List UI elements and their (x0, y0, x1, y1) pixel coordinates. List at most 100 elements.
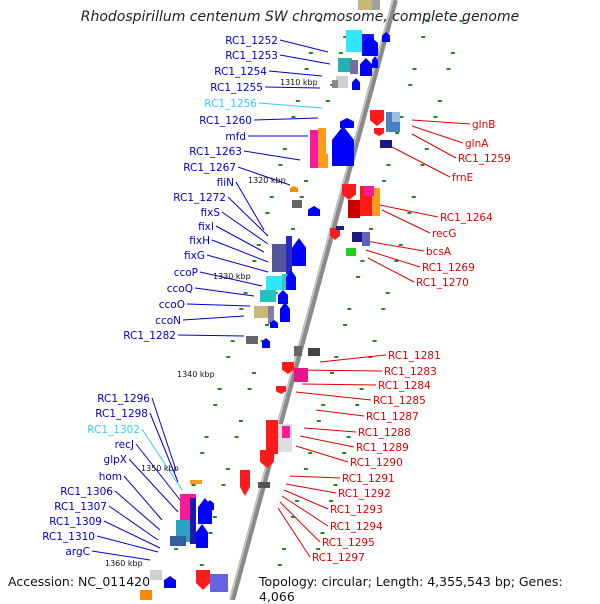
right-gene-label[interactable]: RC1_1259 (458, 153, 511, 165)
gene-block[interactable] (372, 188, 380, 216)
gene-arrow[interactable] (360, 58, 372, 76)
gene-arrow[interactable] (290, 186, 298, 192)
gene-block[interactable] (362, 232, 370, 246)
left-gene-label[interactable]: fixS (201, 207, 221, 219)
gene-block[interactable] (254, 306, 270, 318)
right-gene-label[interactable]: RC1_1283 (384, 366, 437, 378)
left-gene-label[interactable]: RC1_1256 (204, 98, 257, 110)
left-gene-label[interactable]: mfd (225, 131, 246, 143)
left-gene-label[interactable]: ccoQ (167, 283, 193, 295)
right-gene-label[interactable]: RC1_1270 (416, 277, 469, 289)
gene-arrow[interactable] (352, 78, 360, 90)
gene-block[interactable] (292, 200, 302, 208)
left-gene-label[interactable]: RC1_1282 (123, 330, 176, 342)
left-gene-label[interactable]: RC1_1252 (225, 35, 278, 47)
left-gene-label[interactable]: ccoN (155, 315, 181, 327)
gene-arrow[interactable] (276, 386, 286, 394)
right-gene-label[interactable]: RC1_1287 (366, 411, 419, 423)
gene-block[interactable] (310, 130, 320, 168)
gene-block[interactable] (392, 112, 400, 122)
left-gene-label[interactable]: RC1_1272 (173, 192, 226, 204)
right-gene-label[interactable]: RC1_1288 (358, 427, 411, 439)
gene-block[interactable] (338, 58, 352, 72)
gene-arrow[interactable] (332, 126, 354, 166)
gene-block[interactable] (190, 480, 202, 484)
right-gene-label[interactable]: RC1_1290 (350, 457, 403, 469)
left-gene-label[interactable]: RC1_1254 (214, 66, 267, 78)
gene-arrow[interactable] (262, 338, 270, 348)
right-gene-label[interactable]: RC1_1264 (440, 212, 493, 224)
gene-block[interactable] (268, 306, 274, 324)
gene-arrow[interactable] (342, 184, 356, 200)
right-gene-label[interactable]: RC1_1291 (342, 473, 395, 485)
right-gene-label[interactable]: RC1_1285 (373, 395, 426, 407)
gene-block[interactable] (266, 420, 278, 454)
gene-block[interactable] (332, 80, 338, 88)
left-gene-label[interactable]: glpX (104, 454, 127, 466)
gene-block[interactable] (352, 232, 362, 242)
gene-arrow[interactable] (196, 524, 208, 548)
right-gene-label[interactable]: RC1_1284 (378, 380, 431, 392)
gene-arrow[interactable] (196, 570, 210, 590)
gene-block[interactable] (350, 60, 358, 74)
gene-arrow[interactable] (330, 228, 340, 240)
left-gene-label[interactable]: RC1_1306 (60, 486, 113, 498)
gene-arrow[interactable] (374, 128, 384, 136)
left-gene-label[interactable]: hom (99, 471, 122, 483)
gene-arrow[interactable] (340, 118, 354, 128)
left-gene-label[interactable]: RC1_1296 (97, 393, 150, 405)
gene-arrow[interactable] (282, 362, 294, 374)
left-gene-label[interactable]: RC1_1267 (183, 162, 236, 174)
left-gene-label[interactable]: RC1_1309 (49, 516, 102, 528)
right-gene-label[interactable]: bcsA (426, 246, 452, 258)
gene-block[interactable] (326, 126, 332, 154)
gene-block[interactable] (282, 274, 288, 290)
gene-arrow[interactable] (270, 320, 278, 328)
gene-block[interactable] (336, 76, 348, 88)
left-gene-label[interactable]: fixG (184, 250, 205, 262)
gene-block[interactable] (318, 128, 328, 168)
gene-arrow[interactable] (206, 500, 214, 510)
left-gene-label[interactable]: recJ (115, 439, 134, 451)
gene-arrow[interactable] (372, 56, 378, 68)
left-gene-label[interactable]: fixH (189, 235, 210, 247)
left-gene-label[interactable]: fliN (217, 177, 234, 189)
gene-block[interactable] (294, 368, 308, 382)
gene-block[interactable] (380, 140, 392, 148)
right-gene-label[interactable]: RC1_1295 (322, 537, 375, 549)
gene-block[interactable] (308, 348, 320, 356)
gene-block[interactable] (260, 290, 276, 302)
gene-block[interactable] (246, 336, 258, 344)
right-gene-label[interactable]: RC1_1269 (422, 262, 475, 274)
left-gene-label[interactable]: RC1_1260 (199, 115, 252, 127)
gene-block[interactable] (150, 570, 162, 580)
right-gene-label[interactable]: recG (432, 228, 456, 240)
left-gene-label[interactable]: RC1_1253 (225, 50, 278, 62)
gene-arrow[interactable] (362, 36, 378, 56)
gene-arrow[interactable] (292, 238, 306, 266)
left-gene-label[interactable]: RC1_1307 (54, 501, 107, 513)
right-gene-label[interactable]: glnB (472, 119, 495, 131)
gene-arrow[interactable] (278, 290, 288, 304)
right-gene-label[interactable]: RC1_1281 (388, 350, 441, 362)
gene-arrow[interactable] (370, 110, 384, 126)
right-gene-label[interactable]: RC1_1292 (338, 488, 391, 500)
left-gene-label[interactable]: argC (65, 546, 90, 558)
left-gene-label[interactable]: RC1_1263 (189, 146, 242, 158)
gene-block[interactable] (266, 276, 284, 290)
gene-arrow[interactable] (286, 270, 296, 290)
right-gene-label[interactable]: frnE (452, 172, 473, 184)
gene-block[interactable] (140, 590, 152, 600)
gene-arrow[interactable] (308, 206, 320, 216)
gene-arrow[interactable] (382, 32, 390, 42)
gene-block[interactable] (286, 236, 292, 274)
left-gene-label[interactable]: ccoO (159, 299, 185, 311)
right-gene-label[interactable]: RC1_1294 (330, 521, 383, 533)
gene-arrow[interactable] (260, 450, 274, 468)
left-gene-label[interactable]: RC1_1255 (210, 82, 263, 94)
left-gene-label[interactable]: RC1_1302 (87, 424, 140, 436)
gene-block[interactable] (294, 346, 302, 356)
gene-block[interactable] (364, 186, 374, 196)
gene-block[interactable] (170, 536, 186, 546)
gene-block[interactable] (210, 574, 228, 592)
